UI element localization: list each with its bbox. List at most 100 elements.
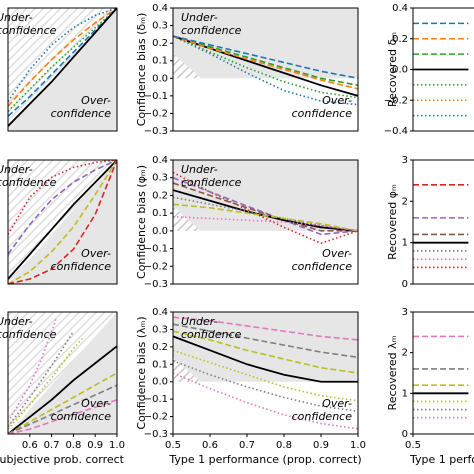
annotation: confidence [0, 24, 57, 37]
series-line [8, 160, 117, 235]
series-line [8, 8, 117, 107]
x-tick-label: 0.5 [405, 440, 421, 451]
plot-area [173, 8, 358, 106]
y-tick-label: 0.0 [152, 226, 168, 237]
y-tick-label: −0.3 [144, 126, 168, 137]
plot-frame [172, 159, 359, 285]
plot-frame [172, 311, 359, 435]
annotation: Under- [181, 315, 218, 328]
series-line [173, 182, 358, 232]
y-tick-label: −0.1 [144, 244, 168, 255]
x-axis-label: Type 1 performance (prop. correct) [168, 453, 361, 466]
annotation: Under- [0, 163, 33, 176]
series-line [8, 160, 117, 284]
y-tick-label: 2 [402, 196, 408, 207]
plot-frame [7, 159, 118, 285]
annotation: Under- [0, 11, 33, 24]
hatched-region [173, 357, 201, 382]
y-tick-label: 3 [402, 155, 408, 166]
x-tick-label: 0.5 [165, 440, 181, 451]
y-tick-label: 0.4 [152, 155, 168, 166]
annotation: confidence [0, 328, 57, 341]
x-tick-label: 1.0 [109, 440, 125, 451]
series-line [173, 330, 358, 374]
y-tick-label: 0.0 [152, 73, 168, 84]
hatched-region [8, 160, 117, 284]
y-tick-label: 0.4 [392, 3, 408, 14]
series-line [8, 319, 57, 423]
series-line [173, 349, 358, 402]
hatched-region [173, 206, 201, 231]
y-tick-label: −0.3 [144, 279, 168, 290]
series-line [8, 399, 117, 434]
series-line [8, 8, 117, 112]
series-line [173, 215, 358, 232]
y-tick-label: 0.1 [152, 56, 168, 67]
panel: Over-confidenceUnder-confidence−0.3−0.2−… [135, 3, 359, 137]
plot-area [8, 160, 117, 284]
y-axis-label: Recovered φₘ [386, 184, 399, 260]
y-tick-label: 0 [402, 429, 408, 440]
y-tick-label: 0.1 [152, 208, 168, 219]
y-tick-label: 0.2 [392, 34, 408, 45]
x-axis-label: Subjective prob. correct [0, 453, 125, 466]
annotation: confidence [292, 260, 353, 273]
y-tick-label: 0 [402, 279, 408, 290]
plot-frame [7, 7, 118, 132]
x-tick-label: 0.8 [65, 440, 81, 451]
series-line [173, 360, 358, 413]
series-line [173, 176, 358, 236]
plot-area [413, 335, 469, 419]
hatched-region [8, 312, 117, 434]
y-tick-label: 0.2 [152, 190, 168, 201]
y-axis-label: Confidence bias (φₘ) [135, 165, 148, 279]
plot-frame [7, 311, 118, 435]
annotation: confidence [51, 260, 112, 273]
annotation: confidence [51, 107, 112, 120]
x-tick-label: 0.8 [276, 440, 292, 451]
x-tick-label: 1.0 [350, 440, 366, 451]
y-tick-label: 1 [402, 388, 408, 399]
series-line [173, 35, 358, 80]
x-tick-label: 0.9 [87, 440, 103, 451]
annotation: confidence [0, 176, 57, 189]
y-tick-label: 0.2 [152, 342, 168, 353]
y-tick-label: −0.3 [144, 429, 168, 440]
hatched-region [173, 53, 201, 79]
annotation: Over- [81, 94, 111, 107]
annotation: Over- [322, 247, 352, 260]
x-tick-label: 0.7 [44, 440, 60, 451]
y-tick-label: −0.1 [144, 91, 168, 102]
y-tick-label: 0.3 [152, 173, 168, 184]
panel: 0 1 2 3 0.5 Recovered λₘ Type 1 performance (p… [386, 307, 474, 466]
y-tick-label: 2 [402, 348, 408, 359]
series-line [8, 160, 117, 284]
series-line [8, 384, 117, 434]
annotation: Under- [181, 163, 218, 176]
annotation: Under- [0, 315, 33, 328]
series-line [8, 8, 117, 102]
series-line [173, 35, 358, 106]
plot-area [8, 8, 117, 131]
y-tick-label: 0.3 [152, 21, 168, 32]
series-line [173, 196, 358, 232]
series-line [173, 316, 358, 341]
series-line [8, 372, 117, 434]
y-tick-label: 0.0 [152, 377, 168, 388]
x-tick-label: 0.6 [22, 440, 38, 451]
x-tick-label: 0.6 [202, 440, 218, 451]
series-line [173, 35, 358, 87]
overconfidence-region [173, 160, 358, 231]
y-tick-label: 0.4 [152, 3, 168, 14]
y-tick-label: −0.2 [144, 412, 168, 423]
panel: 0 1 2 3 Recovered φₘ [386, 155, 474, 290]
x-axis-label: Type 1 performance (prop. correct) [409, 453, 474, 466]
y-tick-label: 3 [402, 307, 408, 318]
series-line [8, 335, 85, 430]
series-line [173, 35, 358, 90]
annotation: confidence [181, 176, 242, 189]
